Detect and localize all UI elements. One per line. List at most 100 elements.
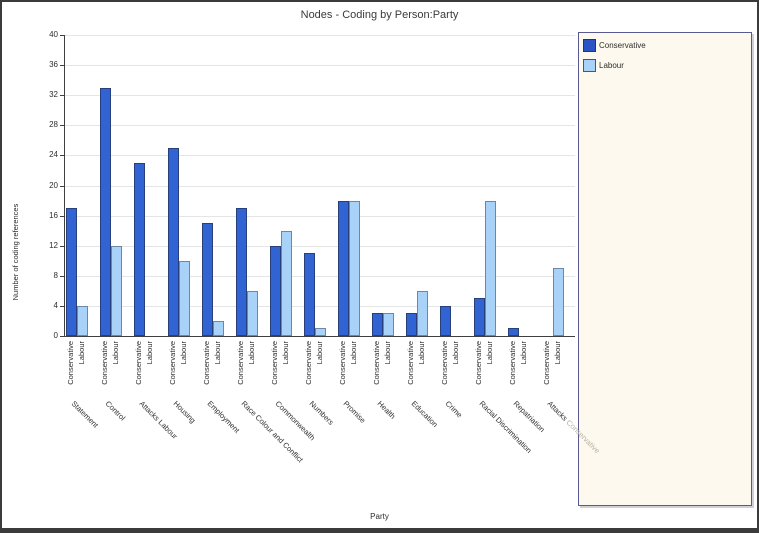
bar-labour: [382, 313, 394, 336]
x-category-label: Control: [103, 399, 128, 423]
x-sublabel-conservative: Conservative: [508, 341, 517, 385]
bar-labour: [416, 291, 428, 336]
x-sublabel-labour: Labour: [519, 341, 528, 365]
bar-conservative: [201, 223, 213, 336]
y-tick-mark: [60, 276, 64, 277]
x-sublabel-conservative: Conservative: [168, 341, 177, 385]
bar-labour: [212, 321, 224, 336]
x-axis-title: Party: [370, 512, 389, 521]
y-tick-mark: [60, 336, 64, 337]
legend-label: Conservative: [599, 40, 646, 50]
bar-conservative: [65, 208, 77, 336]
x-sublabel-conservative: Conservative: [440, 341, 449, 385]
x-sublabel-conservative: Conservative: [474, 341, 483, 385]
gridline: [65, 186, 575, 187]
x-category-label: Health: [375, 399, 398, 421]
x-sublabel-labour: Labour: [383, 341, 392, 365]
bar-conservative: [303, 253, 315, 336]
y-tick-label: 24: [49, 150, 58, 159]
x-sublabel-conservative: Conservative: [406, 341, 415, 385]
x-sublabel-conservative: Conservative: [100, 341, 109, 385]
bar-conservative: [235, 208, 247, 336]
gridline: [65, 216, 575, 217]
x-sublabel-labour: Labour: [349, 341, 358, 365]
x-category-label: Crime: [443, 399, 465, 420]
x-category-label: Repatriation: [511, 399, 547, 434]
x-category-label: Education: [409, 399, 440, 429]
legend-swatch: [583, 38, 596, 52]
x-sublabel-labour: Labour: [145, 341, 154, 365]
bar-conservative: [439, 306, 451, 336]
x-category-label: Numbers: [307, 399, 336, 427]
gridline: [65, 95, 575, 96]
bar-conservative: [99, 88, 111, 336]
x-sublabel-conservative: Conservative: [236, 341, 245, 385]
bar-labour: [110, 246, 122, 336]
x-category-label: Race Colour and Conflict: [239, 399, 305, 465]
x-sublabel-conservative: Conservative: [372, 341, 381, 385]
x-sublabel-conservative: Conservative: [270, 341, 279, 385]
x-sublabel-labour: Labour: [179, 341, 188, 365]
bar-conservative: [507, 328, 519, 336]
bar-labour: [484, 201, 496, 336]
gridline: [65, 306, 575, 307]
y-tick-label: 8: [53, 271, 58, 280]
y-tick-mark: [60, 35, 64, 36]
gridline: [65, 35, 575, 36]
bar-labour: [314, 328, 326, 336]
x-sublabel-labour: Labour: [111, 341, 120, 365]
bar-labour: [280, 231, 292, 336]
bar-labour: [246, 291, 258, 336]
x-sublabel-conservative: Conservative: [134, 341, 143, 385]
bar-conservative: [269, 246, 281, 336]
gridline: [65, 155, 575, 156]
x-sublabel-labour: Labour: [485, 341, 494, 365]
bar-conservative: [167, 148, 179, 336]
x-category-label: Promise: [341, 399, 368, 425]
y-tick-label: 36: [49, 60, 58, 69]
y-tick-label: 12: [49, 241, 58, 250]
y-tick-mark: [60, 216, 64, 217]
bar-labour: [552, 268, 564, 336]
y-tick-mark: [60, 65, 64, 66]
bar-conservative: [405, 313, 417, 336]
bar-conservative: [473, 298, 485, 336]
legend-item: Conservative: [583, 37, 751, 53]
x-category-label: Employment: [205, 399, 242, 435]
x-sublabel-labour: Labour: [417, 341, 426, 365]
legend-panel: Conservative Labour: [578, 32, 752, 506]
bar-labour: [76, 306, 88, 336]
y-tick-mark: [60, 95, 64, 96]
bar-conservative: [371, 313, 383, 336]
x-sublabel-conservative: Conservative: [202, 341, 211, 385]
x-sublabel-conservative: Conservative: [542, 341, 551, 385]
x-sublabel-conservative: Conservative: [66, 341, 75, 385]
y-tick-mark: [60, 306, 64, 307]
y-axis-title: Number of coding references: [11, 203, 20, 301]
x-sublabel-labour: Labour: [77, 341, 86, 365]
y-tick-mark: [60, 155, 64, 156]
gridline: [65, 276, 575, 277]
bar-labour: [348, 201, 360, 336]
y-tick-label: 16: [49, 211, 58, 220]
bar-conservative: [133, 163, 145, 336]
bar-conservative: [337, 201, 349, 336]
y-tick-mark: [60, 125, 64, 126]
chart-title: Nodes - Coding by Person:Party: [300, 9, 459, 21]
x-sublabel-labour: Labour: [451, 341, 460, 365]
x-sublabel-conservative: Conservative: [338, 341, 347, 385]
plot-area: [64, 35, 575, 337]
y-tick-label: 28: [49, 120, 58, 129]
gridline: [65, 246, 575, 247]
x-sublabel-labour: Labour: [315, 341, 324, 365]
y-tick-mark: [60, 246, 64, 247]
x-category-label: Statement: [69, 399, 101, 430]
x-sublabel-labour: Labour: [213, 341, 222, 365]
x-sublabel-labour: Labour: [553, 341, 562, 365]
y-tick-label: 0: [53, 331, 58, 340]
y-tick-label: 20: [49, 181, 58, 190]
bar-labour: [178, 261, 190, 336]
y-tick-label: 32: [49, 90, 58, 99]
legend-label: Labour: [599, 60, 624, 70]
